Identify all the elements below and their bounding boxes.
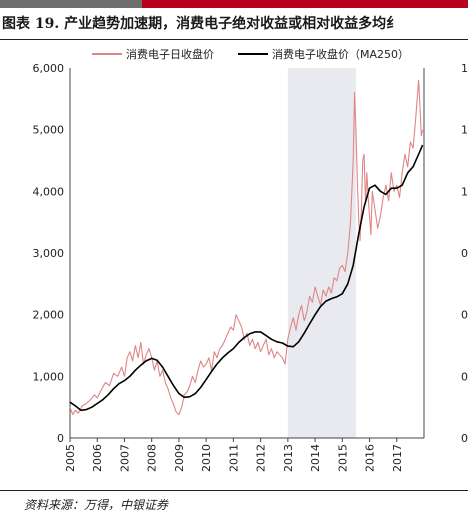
x-tick-label: 2011 (227, 444, 240, 472)
daily-close-line (69, 79, 424, 416)
x-tick-label: 2016 (364, 444, 377, 472)
header-bar-red (142, 0, 468, 8)
header-bar-gray (0, 0, 142, 8)
y2-tick-label: 0 (461, 432, 468, 445)
x-tick-label: 2010 (200, 444, 213, 472)
x-tick-label: 2014 (309, 444, 322, 472)
y2-tick-label: 1 (461, 124, 468, 137)
x-tick-label: 2005 (64, 444, 77, 472)
x-tick-label: 2012 (255, 444, 268, 472)
y-tick-label: 6,000 (33, 62, 65, 75)
y-tick-label: 0 (57, 432, 64, 445)
legend-label-ma: 消费电子收盘价（MA250） (272, 47, 409, 61)
legend-label-daily: 消费电子日收盘价 (126, 47, 214, 61)
x-tick-label: 2013 (282, 444, 295, 472)
x-tick-label: 2009 (173, 444, 186, 472)
x-tick-label: 2015 (336, 444, 349, 472)
y2-tick-label: 0 (461, 309, 468, 322)
y-tick-label: 3,000 (33, 247, 65, 260)
x-tick-label: 2006 (91, 444, 104, 472)
y-tick-label: 2,000 (33, 309, 65, 322)
y2-tick-label: 1 (461, 185, 468, 198)
y-tick-label: 5,000 (33, 124, 65, 137)
source-note: 资料来源：万得，中银证券 (24, 498, 169, 512)
y2-tick-label: 0 (461, 370, 468, 383)
footer-divider (0, 490, 468, 491)
chart-title: 图表 19. 产业趋势加速期，消费电子绝对收益或相对收益多均纟 (2, 16, 401, 32)
x-tick-label: 2008 (146, 444, 159, 472)
ma250-line (69, 144, 424, 412)
title-divider (0, 39, 468, 40)
y2-tick-label: 1 (461, 62, 468, 75)
shaded-period (287, 68, 356, 438)
y2-tick-label: 0 (461, 247, 468, 260)
x-tick-label: 2007 (118, 444, 131, 472)
y-tick-label: 4,000 (33, 185, 65, 198)
x-tick-label: 2017 (391, 444, 404, 472)
header-color-bar (0, 0, 468, 8)
y-tick-label: 1,000 (33, 370, 65, 383)
